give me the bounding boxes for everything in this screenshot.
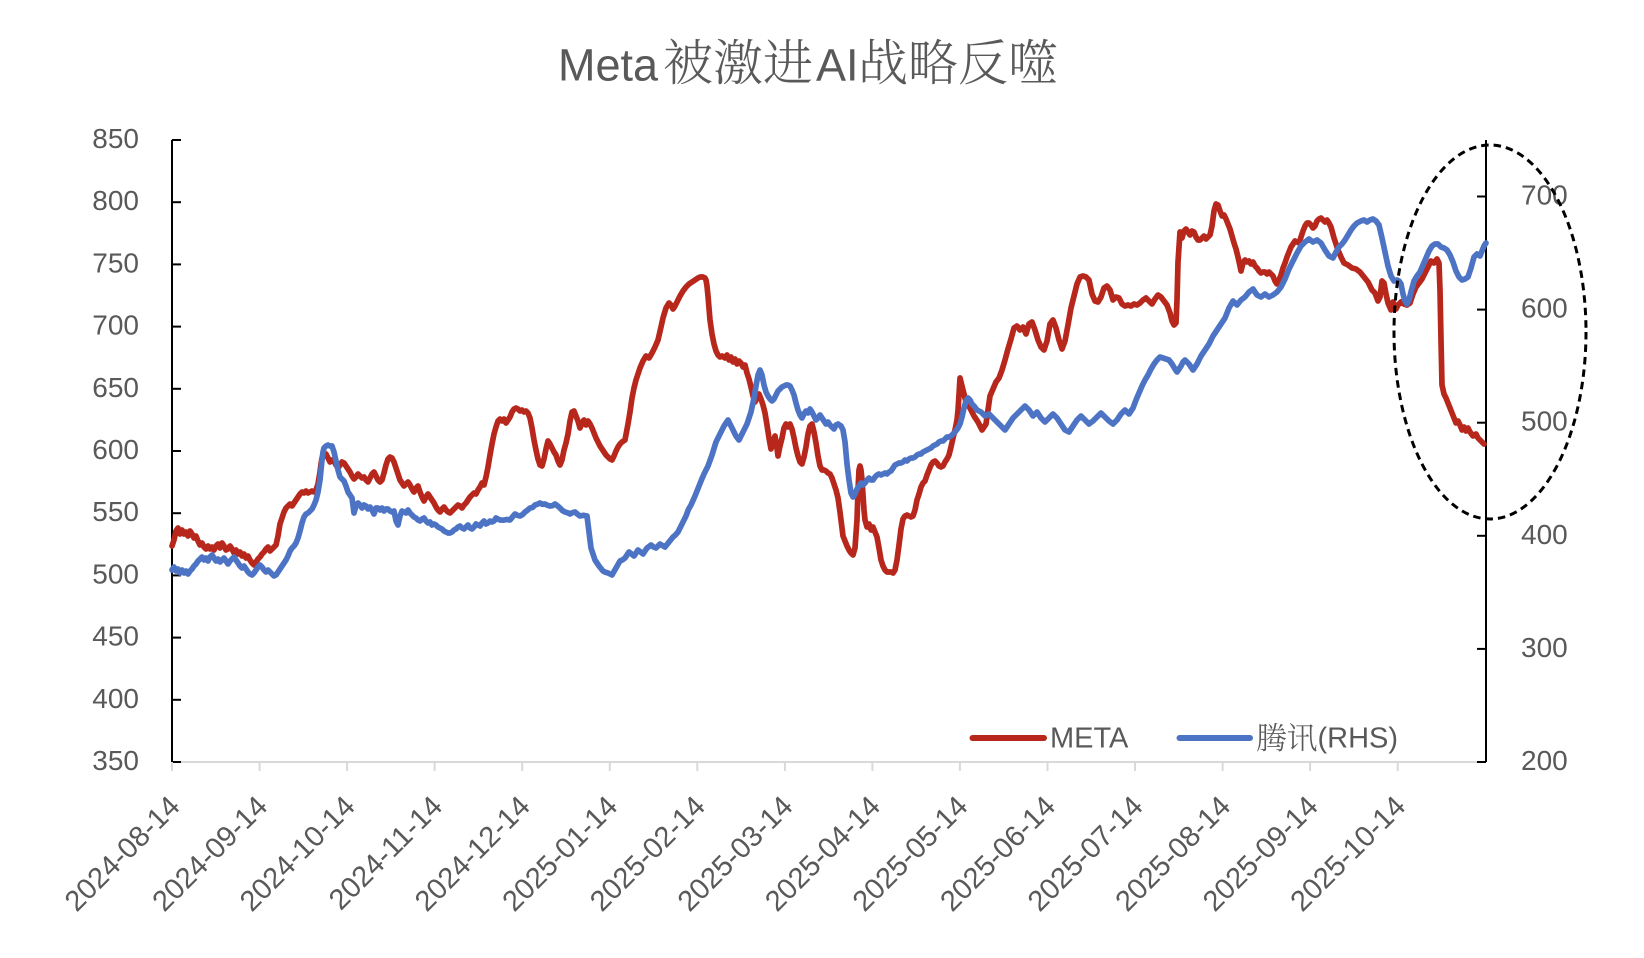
svg-text:550: 550	[92, 496, 139, 527]
svg-text:META: META	[1050, 723, 1129, 755]
svg-text:650: 650	[92, 372, 139, 403]
svg-text:Meta: Meta	[558, 40, 659, 91]
svg-text:300: 300	[1521, 632, 1568, 663]
svg-text:(RHS): (RHS)	[1318, 723, 1399, 755]
svg-text:AI: AI	[816, 40, 859, 91]
svg-text:750: 750	[92, 247, 139, 278]
svg-text:400: 400	[92, 683, 139, 714]
svg-text:700: 700	[92, 310, 139, 341]
svg-text:500: 500	[1521, 406, 1568, 437]
svg-text:450: 450	[92, 621, 139, 652]
svg-text:400: 400	[1521, 519, 1568, 550]
svg-text:800: 800	[92, 185, 139, 216]
svg-text:600: 600	[92, 434, 139, 465]
svg-text:850: 850	[92, 123, 139, 154]
svg-text:350: 350	[92, 745, 139, 776]
svg-text:500: 500	[92, 558, 139, 589]
svg-text:600: 600	[1521, 293, 1568, 324]
svg-text:200: 200	[1521, 745, 1568, 776]
